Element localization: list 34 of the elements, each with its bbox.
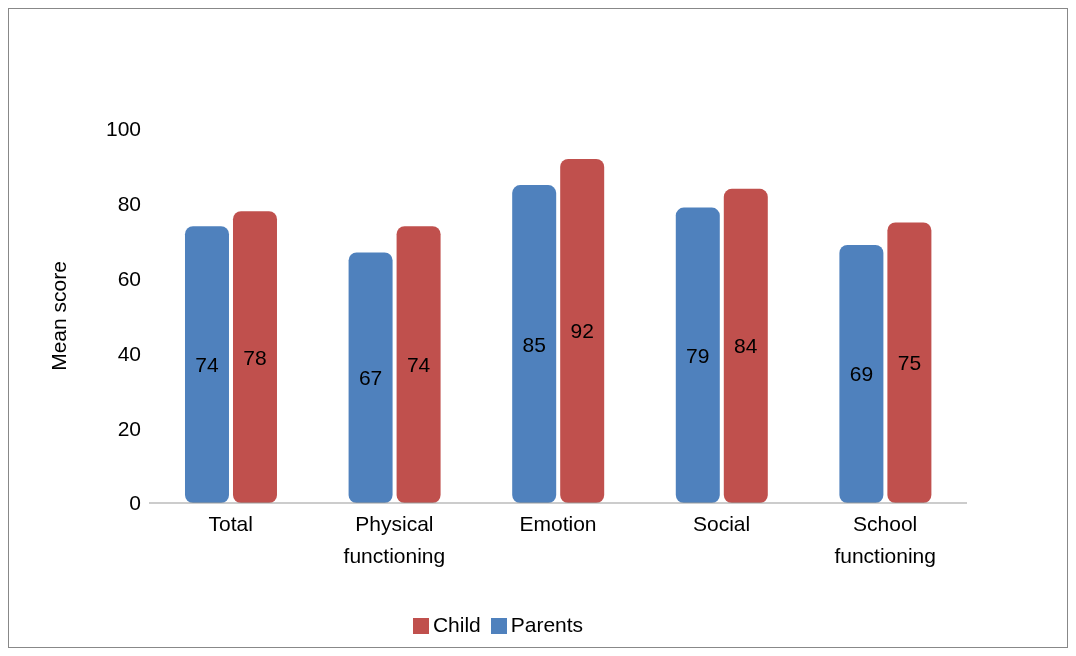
data-label: 75 xyxy=(897,351,922,375)
bar xyxy=(675,207,720,503)
data-label: 74 xyxy=(406,353,431,377)
x-tick-label: Social xyxy=(693,512,751,535)
data-label: 78 xyxy=(243,345,267,369)
x-tick-label: Emotion xyxy=(519,512,597,535)
y-tick-label: 80 xyxy=(117,192,141,216)
legend-label: Child xyxy=(432,613,481,636)
data-label: 67 xyxy=(358,366,383,390)
bar xyxy=(396,226,441,503)
x-tick-label: Total xyxy=(208,512,253,535)
y-axis-title: Mean score xyxy=(47,261,71,371)
data-label: 69 xyxy=(849,362,874,386)
y-tick-label: 60 xyxy=(117,267,141,291)
legend-label: Parents xyxy=(510,613,584,636)
bar xyxy=(887,222,932,503)
y-tick-label: 40 xyxy=(117,341,141,365)
data-label: 84 xyxy=(734,334,758,358)
y-tick-label: 100 xyxy=(105,117,141,141)
y-tick-label: 0 xyxy=(129,491,141,515)
data-label: 74 xyxy=(195,353,219,377)
bar xyxy=(723,188,768,503)
bar xyxy=(560,158,605,503)
data-label: 79 xyxy=(686,343,710,367)
x-tick-label: School functioning xyxy=(834,512,936,567)
bar xyxy=(839,244,884,503)
x-tick-label: Physical functioning xyxy=(343,512,446,567)
bar xyxy=(348,252,393,503)
y-tick-label: 20 xyxy=(117,416,141,440)
bar xyxy=(184,226,229,503)
data-label: 85 xyxy=(522,332,546,356)
bar xyxy=(512,185,557,503)
data-label: 92 xyxy=(570,319,594,343)
bar xyxy=(232,211,277,503)
